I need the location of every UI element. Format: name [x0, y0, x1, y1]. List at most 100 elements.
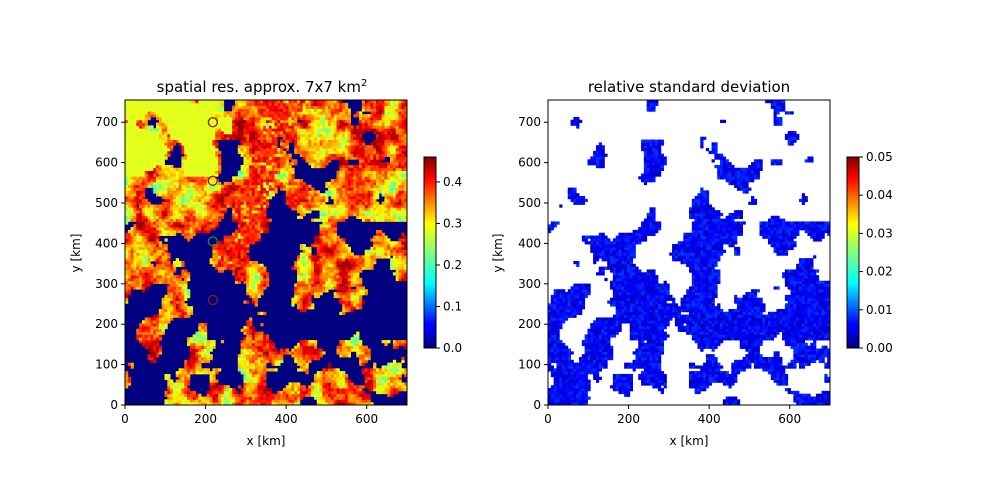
heatmap-cell	[201, 348, 205, 352]
heatmap-cell	[156, 215, 160, 220]
heatmap-cell	[359, 187, 363, 191]
heatmap-cell	[125, 382, 129, 386]
heatmap-cell	[184, 215, 188, 220]
heatmap-cell	[322, 255, 326, 259]
heatmap-cell	[392, 204, 397, 208]
heatmap-cell	[178, 215, 182, 220]
heatmap-cell	[153, 340, 157, 344]
heatmap-cell	[373, 388, 377, 392]
heatmap-cell	[328, 249, 332, 253]
heatmap-cell	[387, 218, 391, 222]
heatmap-cell	[167, 263, 171, 268]
heatmap-cell	[401, 235, 405, 239]
heatmap-cell	[319, 224, 323, 228]
heatmap-cell	[209, 156, 213, 160]
heatmap-cell	[212, 227, 216, 231]
heatmap-cell	[336, 153, 340, 157]
heatmap-cell	[232, 390, 236, 395]
heatmap-cell	[266, 179, 270, 183]
heatmap-cell	[359, 280, 363, 284]
heatmap-cell	[232, 210, 236, 214]
heatmap-cell	[218, 156, 222, 160]
heatmap-cell	[285, 348, 289, 352]
heatmap-cell	[370, 156, 374, 160]
heatmap-cell	[277, 181, 281, 186]
heatmap-cell	[158, 308, 163, 313]
heatmap-cell	[141, 235, 146, 239]
heatmap-cell	[319, 277, 323, 282]
heatmap-cell	[361, 345, 366, 349]
heatmap-cell	[356, 277, 360, 282]
heatmap-cell	[198, 156, 202, 160]
heatmap-cell	[373, 204, 377, 208]
heatmap-cell	[282, 153, 287, 157]
heatmap-cell	[342, 170, 346, 174]
heatmap-cell	[246, 356, 250, 361]
heatmap-cell	[308, 297, 312, 301]
heatmap-cell	[195, 215, 199, 220]
heatmap-cell	[401, 179, 405, 183]
heatmap-cell	[350, 303, 354, 307]
heatmap-cell	[187, 196, 191, 200]
heatmap-cell	[361, 263, 366, 268]
heatmap-cell	[322, 260, 326, 265]
heatmap-cell	[251, 198, 256, 203]
heatmap-cell	[164, 229, 168, 234]
heatmap-cell	[271, 179, 275, 183]
heatmap-cell	[240, 393, 244, 397]
heatmap-cell	[319, 232, 323, 236]
heatmap-cell	[153, 156, 157, 160]
heatmap-cell	[181, 198, 185, 203]
heatmap-cell	[203, 340, 208, 344]
heatmap-cell	[170, 388, 174, 392]
heatmap-cell	[302, 289, 306, 293]
heatmap-cell	[282, 159, 287, 163]
heatmap-cell	[167, 187, 171, 191]
heatmap-cell	[153, 187, 157, 191]
heatmap-cell	[401, 340, 405, 344]
heatmap-cell	[218, 244, 222, 248]
heatmap-cell	[167, 164, 171, 169]
heatmap-cell	[339, 373, 343, 378]
heatmap-cell	[156, 342, 160, 347]
heatmap-cell	[291, 388, 295, 392]
heatmap-cell	[156, 181, 160, 186]
heatmap-cell	[234, 187, 239, 191]
heatmap-cell	[350, 292, 354, 296]
heatmap-cell	[203, 396, 208, 400]
heatmap-cell	[209, 162, 213, 166]
heatmap-cell	[153, 221, 157, 225]
heatmap-cell	[232, 187, 236, 191]
heatmap-cell	[246, 323, 250, 327]
heatmap-cell	[150, 246, 154, 251]
heatmap-cell	[339, 286, 343, 290]
heatmap-cell	[192, 212, 196, 217]
heatmap-cell	[305, 204, 309, 208]
heatmap-cell	[350, 272, 354, 276]
heatmap-cell	[257, 365, 261, 369]
heatmap-cell	[359, 351, 363, 355]
heatmap-cell	[203, 356, 208, 361]
heatmap-cell	[384, 207, 388, 211]
heatmap-cell	[353, 345, 357, 349]
heatmap-cell	[401, 153, 405, 157]
heatmap-cell	[170, 289, 174, 293]
heatmap-cell	[201, 215, 205, 220]
heatmap-cell	[150, 354, 154, 358]
heatmap-cell	[305, 269, 309, 273]
heatmap-cell	[347, 277, 351, 282]
heatmap-cell	[302, 390, 306, 395]
heatmap-cell	[156, 162, 160, 166]
heatmap-cell	[175, 229, 179, 234]
heatmap-cell	[390, 385, 394, 389]
heatmap-cell	[392, 362, 397, 366]
heatmap-cell	[251, 173, 256, 177]
heatmap-cell	[299, 388, 304, 392]
heatmap-cell	[125, 176, 129, 180]
heatmap-cell	[150, 345, 154, 349]
heatmap-cell	[294, 356, 298, 361]
heatmap-cell	[127, 187, 132, 191]
heatmap-cell	[161, 300, 165, 304]
heatmap-cell	[339, 249, 343, 253]
heatmap-cell	[364, 156, 368, 160]
